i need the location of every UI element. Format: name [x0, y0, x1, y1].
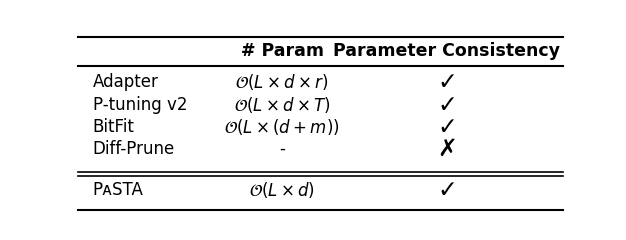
Text: ✗: ✗	[437, 137, 457, 161]
Text: BitFit: BitFit	[93, 118, 135, 136]
Text: ✓: ✓	[437, 178, 457, 202]
Text: Diff-Prune: Diff-Prune	[93, 140, 175, 158]
Text: Parameter Consistency: Parameter Consistency	[334, 42, 560, 60]
Text: ✓: ✓	[437, 93, 457, 117]
Text: Adapter: Adapter	[93, 73, 158, 91]
Text: $\mathcal{O}(L \times d \times r)$: $\mathcal{O}(L \times d \times r)$	[235, 72, 329, 92]
Text: $\mathcal{O}(L \times (d+m))$: $\mathcal{O}(L \times (d+m))$	[224, 117, 340, 137]
Text: -: -	[279, 140, 285, 158]
Text: P-tuning v2: P-tuning v2	[93, 96, 187, 114]
Text: $\mathcal{O}(L \times d \times T)$: $\mathcal{O}(L \times d \times T)$	[233, 95, 331, 114]
Text: PᴀSTA: PᴀSTA	[93, 180, 144, 198]
Text: $\mathcal{O}(L \times d)$: $\mathcal{O}(L \times d)$	[249, 180, 315, 200]
Text: # Param: # Param	[240, 42, 324, 60]
Text: ✓: ✓	[437, 115, 457, 139]
Text: ✓: ✓	[437, 70, 457, 94]
